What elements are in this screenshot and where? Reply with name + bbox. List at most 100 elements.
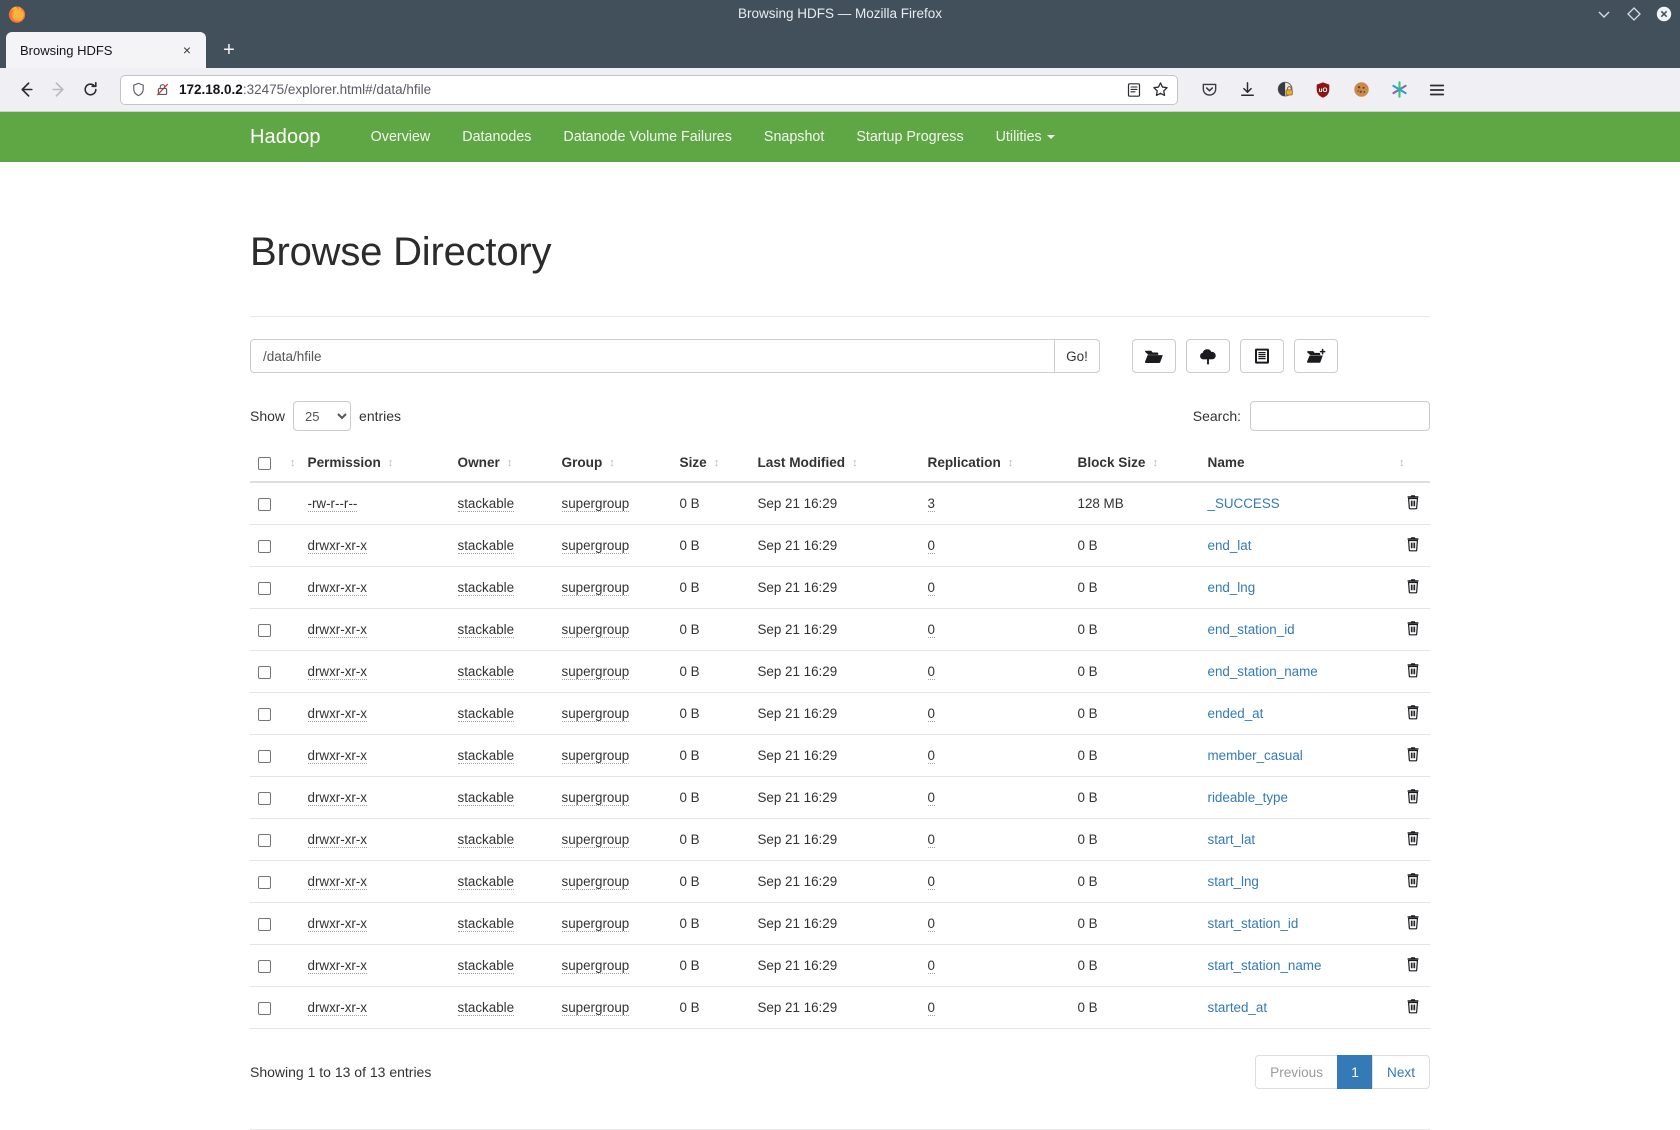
trash-icon[interactable] — [1406, 873, 1420, 891]
replication-value[interactable]: 0 — [927, 622, 935, 638]
file-name-link[interactable]: end_station_id — [1207, 622, 1295, 637]
ublock-origin-icon[interactable]: uO — [1308, 75, 1338, 105]
nav-item-snapshot[interactable]: Snapshot — [748, 129, 840, 145]
search-input[interactable] — [1250, 401, 1430, 431]
address-bar[interactable]: 172.18.0.2:32475/explorer.html#/data/hfi… — [120, 74, 1178, 105]
close-icon[interactable] — [1656, 6, 1672, 22]
go-button[interactable]: Go! — [1054, 339, 1100, 373]
permission-value[interactable]: drwxr-xr-x — [307, 1000, 367, 1016]
owner-value[interactable]: stackable — [457, 958, 515, 974]
reader-mode-icon[interactable] — [1126, 82, 1142, 98]
group-value[interactable]: supergroup — [561, 580, 630, 596]
path-input[interactable] — [250, 339, 1054, 373]
select-all-checkbox[interactable] — [258, 456, 271, 470]
replication-value[interactable]: 0 — [927, 748, 935, 764]
replication-value[interactable]: 3 — [927, 496, 935, 512]
file-name-link[interactable]: end_station_name — [1207, 664, 1318, 679]
trash-icon[interactable] — [1406, 747, 1420, 765]
group-value[interactable]: supergroup — [561, 916, 630, 932]
file-name-link[interactable]: rideable_type — [1207, 790, 1288, 805]
row-checkbox[interactable] — [258, 665, 271, 679]
group-value[interactable]: supergroup — [561, 538, 630, 554]
file-name-link[interactable]: start_station_id — [1207, 916, 1299, 931]
create-directory-button[interactable] — [1294, 339, 1338, 373]
browse-folder-button[interactable] — [1132, 339, 1176, 373]
replication-value[interactable]: 0 — [927, 874, 935, 890]
replication-value[interactable]: 0 — [927, 916, 935, 932]
group-value[interactable]: supergroup — [561, 874, 630, 890]
bookmark-star-icon[interactable] — [1152, 81, 1169, 98]
file-name-link[interactable]: start_lat — [1207, 832, 1256, 847]
group-value[interactable]: supergroup — [561, 790, 630, 806]
trash-icon[interactable] — [1406, 537, 1420, 555]
row-checkbox[interactable] — [258, 497, 271, 511]
cookie-manager-icon[interactable] — [1346, 75, 1376, 105]
page-size-select[interactable]: 25 — [293, 401, 352, 431]
header-sort-handle[interactable]: ↕ — [277, 445, 302, 483]
permission-value[interactable]: drwxr-xr-x — [307, 580, 367, 596]
file-name-link[interactable]: start_station_name — [1207, 958, 1322, 973]
upload-file-button[interactable] — [1186, 339, 1230, 373]
pagination-page-1[interactable]: 1 — [1337, 1055, 1374, 1089]
header-last-modified[interactable]: Last Modified ↕ — [751, 445, 922, 483]
reload-button[interactable] — [74, 74, 106, 106]
group-value[interactable]: supergroup — [561, 832, 630, 848]
group-value[interactable]: supergroup — [561, 748, 630, 764]
extension-sparkle-icon[interactable] — [1384, 75, 1414, 105]
cut-paste-button[interactable] — [1240, 339, 1284, 373]
nav-item-startup-progress[interactable]: Startup Progress — [840, 129, 979, 145]
file-name-link[interactable]: started_at — [1207, 1000, 1268, 1015]
row-checkbox[interactable] — [258, 581, 271, 595]
group-value[interactable]: supergroup — [561, 1000, 630, 1016]
replication-value[interactable]: 0 — [927, 706, 935, 722]
app-menu-button[interactable] — [1422, 75, 1452, 105]
back-button[interactable] — [10, 74, 42, 106]
downloads-icon[interactable] — [1232, 75, 1262, 105]
replication-value[interactable]: 0 — [927, 538, 935, 554]
group-value[interactable]: supergroup — [561, 706, 630, 722]
header-size[interactable]: Size ↕ — [673, 445, 752, 483]
header-name[interactable]: Name — [1201, 445, 1387, 483]
file-name-link[interactable]: _SUCCESS — [1207, 496, 1280, 511]
forward-button[interactable] — [42, 74, 74, 106]
replication-value[interactable]: 0 — [927, 1000, 935, 1016]
trash-icon[interactable] — [1406, 663, 1420, 681]
row-checkbox[interactable] — [258, 917, 271, 931]
header-permission[interactable]: Permission ↕ — [301, 445, 452, 483]
owner-value[interactable]: stackable — [457, 496, 515, 512]
permission-value[interactable]: drwxr-xr-x — [307, 748, 367, 764]
row-checkbox[interactable] — [258, 749, 271, 763]
row-checkbox[interactable] — [258, 707, 271, 721]
owner-value[interactable]: stackable — [457, 790, 515, 806]
permission-value[interactable]: drwxr-xr-x — [307, 958, 367, 974]
tab-close-icon[interactable]: × — [182, 42, 192, 58]
replication-value[interactable]: 0 — [927, 958, 935, 974]
owner-value[interactable]: stackable — [457, 664, 515, 680]
permission-value[interactable]: drwxr-xr-x — [307, 622, 367, 638]
new-tab-button[interactable]: + — [223, 39, 235, 61]
file-name-link[interactable]: ended_at — [1207, 706, 1264, 721]
header-actions[interactable]: ↕ — [1386, 445, 1430, 483]
owner-value[interactable]: stackable — [457, 622, 515, 638]
owner-value[interactable]: stackable — [457, 538, 515, 554]
nav-item-datanodes[interactable]: Datanodes — [446, 129, 547, 145]
owner-value[interactable]: stackable — [457, 580, 515, 596]
owner-value[interactable]: stackable — [457, 874, 515, 890]
header-group[interactable]: Group ↕ — [555, 445, 674, 483]
trash-icon[interactable] — [1406, 999, 1420, 1017]
trash-icon[interactable] — [1406, 579, 1420, 597]
row-checkbox[interactable] — [258, 623, 271, 637]
permission-value[interactable]: drwxr-xr-x — [307, 538, 367, 554]
browser-tab[interactable]: Browsing HDFS × — [6, 32, 206, 68]
permission-value[interactable]: -rw-r--r-- — [307, 496, 358, 512]
minimize-icon[interactable] — [1596, 6, 1612, 22]
group-value[interactable]: supergroup — [561, 496, 630, 512]
owner-value[interactable]: stackable — [457, 916, 515, 932]
file-name-link[interactable]: end_lat — [1207, 538, 1252, 553]
nav-item-datanode-volume-failures[interactable]: Datanode Volume Failures — [547, 129, 747, 145]
header-owner[interactable]: Owner ↕ — [451, 445, 556, 483]
permission-value[interactable]: drwxr-xr-x — [307, 706, 367, 722]
row-checkbox[interactable] — [258, 791, 271, 805]
hadoop-brand[interactable]: Hadoop — [250, 125, 321, 148]
trash-icon[interactable] — [1406, 831, 1420, 849]
